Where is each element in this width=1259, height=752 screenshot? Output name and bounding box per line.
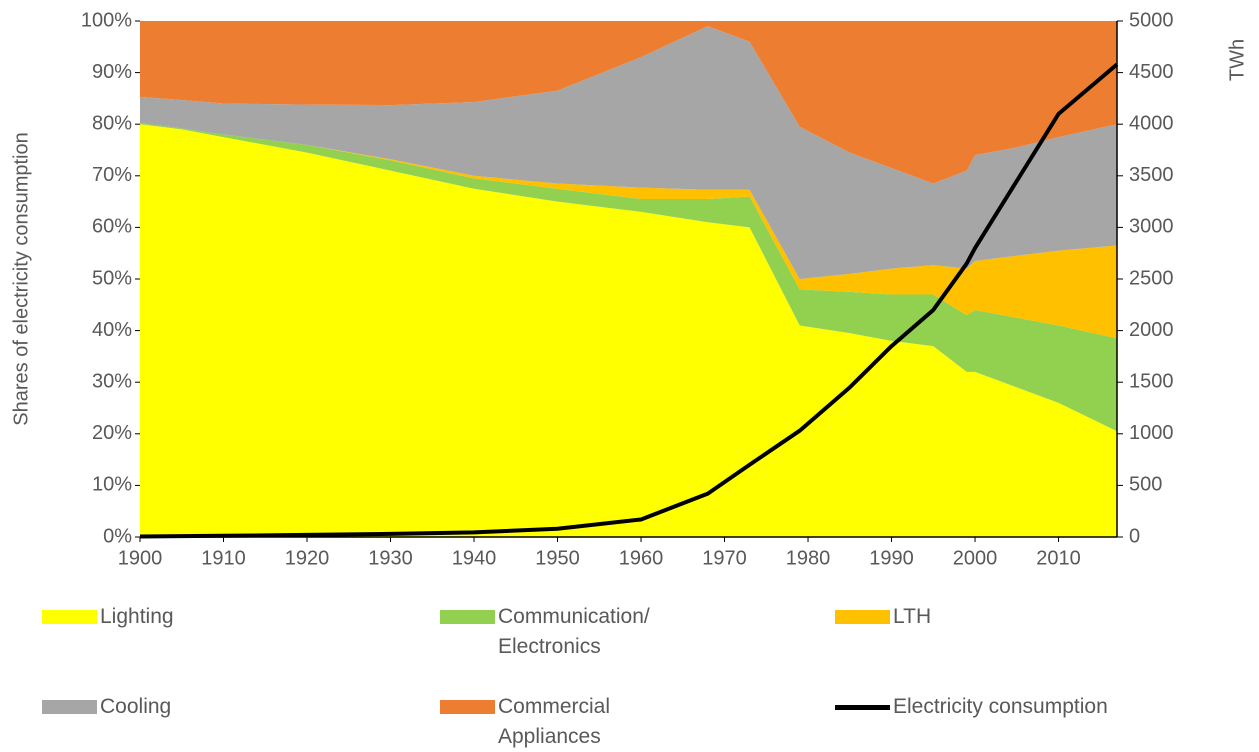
legend-swatch [42, 610, 97, 624]
legend-label: Electricity consumption [893, 695, 1108, 718]
x-tick-label: 1920 [285, 547, 330, 569]
area [140, 21, 1117, 184]
legend-swatch [440, 610, 495, 624]
legend-label: LTH [893, 605, 932, 628]
y2-tick-label: 2000 [1129, 319, 1174, 341]
x-tick-label: 1990 [869, 547, 914, 569]
legend-label: Communication/ Electronics [498, 605, 650, 658]
y-tick-label: 90% [92, 61, 132, 83]
y2-tick-label: 1500 [1129, 370, 1174, 392]
x-tick-label: 2010 [1036, 547, 1081, 569]
legend-item: Communication/ Electronics [440, 602, 688, 662]
legend-item: LTH [835, 602, 1083, 632]
legend-item: Cooling [42, 692, 290, 722]
legend-label: Lighting [100, 605, 174, 628]
y2-tick-label: 4000 [1129, 112, 1174, 134]
x-tick-label: 1900 [118, 547, 163, 569]
y2-tick-label: 2500 [1129, 267, 1174, 289]
line [139, 62, 1119, 539]
y-tick-label: 0% [103, 525, 132, 547]
y-tick-label: 10% [92, 474, 132, 496]
y2-axis-label: TWh [1226, 39, 1248, 81]
area [140, 26, 1117, 279]
legend-item: Electricity consumption [835, 692, 1193, 722]
areas [140, 21, 1117, 537]
x-tick-label: 2000 [953, 547, 998, 569]
y2-tick-label: 500 [1129, 474, 1162, 496]
y-tick-label: 40% [92, 319, 132, 341]
x-tick-label: 1970 [702, 547, 747, 569]
y-tick-label: 60% [92, 216, 132, 238]
y2-tick-label: 3000 [1129, 216, 1174, 238]
x-tick-label: 1950 [535, 547, 580, 569]
y2-tick-label: 5000 [1129, 9, 1174, 31]
legend-swatch [835, 610, 890, 624]
legend-swatch [440, 700, 495, 714]
x-tick-label: 1940 [452, 547, 497, 569]
y2-tick-label: 0 [1129, 525, 1140, 547]
legend-item: Lighting [42, 602, 290, 632]
legend-swatch [42, 700, 97, 714]
y-tick-label: 100% [81, 9, 132, 31]
y-tick-label: 30% [92, 370, 132, 392]
y2-tick-label: 1000 [1129, 422, 1174, 444]
y2-tick-label: 4500 [1129, 61, 1174, 83]
y-tick-label: 20% [92, 422, 132, 444]
y-tick-label: 80% [92, 112, 132, 134]
x-tick-label: 1910 [201, 547, 246, 569]
y-tick-label: 70% [92, 164, 132, 186]
area [140, 123, 1117, 339]
x-tick-label: 1930 [368, 547, 413, 569]
x-tick-label: 1980 [786, 547, 831, 569]
legend-swatch [835, 705, 890, 710]
legend-label: Cooling [100, 695, 172, 718]
x-tick-label: 1960 [619, 547, 664, 569]
y-tick-label: 50% [92, 267, 132, 289]
legend-label: Commercial Appliances [498, 695, 611, 748]
y2-tick-label: 3500 [1129, 164, 1174, 186]
y-axis-label: Shares of electricity consumption [10, 132, 32, 425]
area [140, 124, 1117, 537]
legend-item: Commercial Appliances [440, 692, 688, 752]
